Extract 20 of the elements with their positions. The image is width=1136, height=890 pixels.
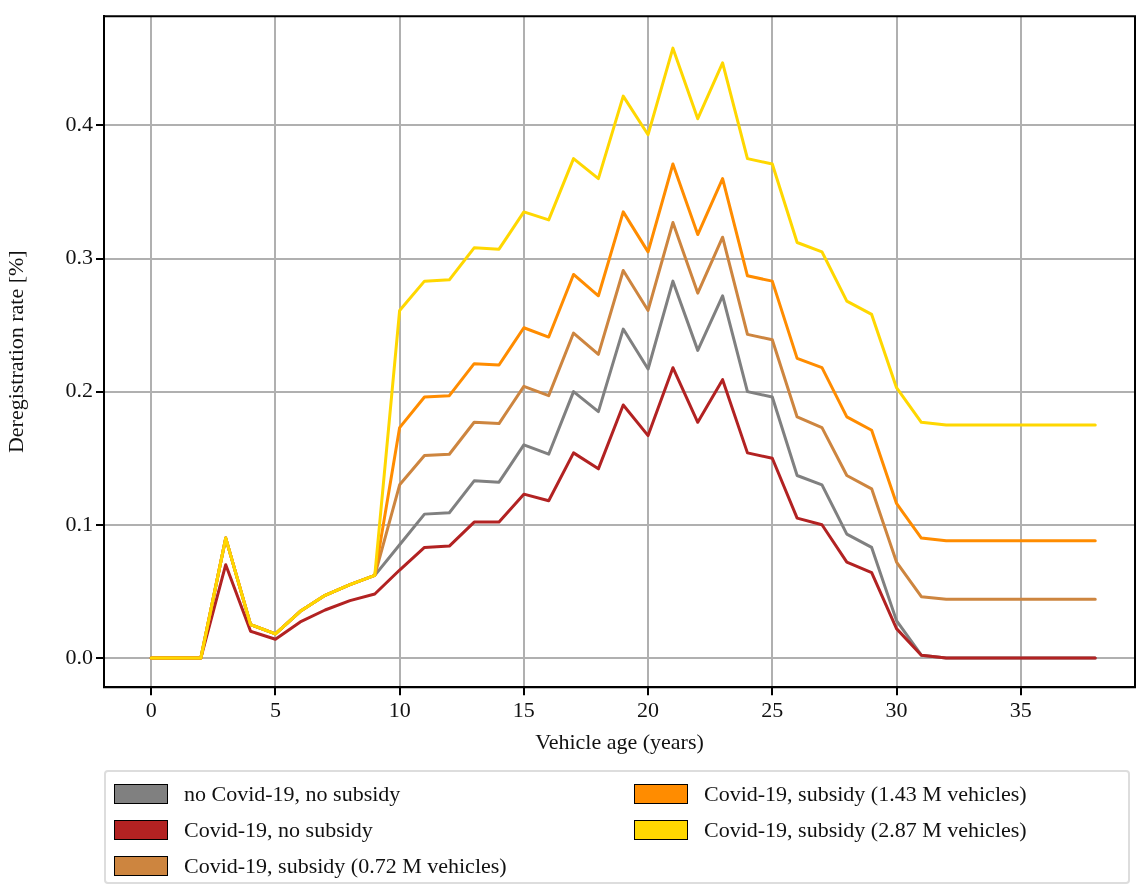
x-tick-label: 30 — [885, 697, 908, 723]
x-tick-label: 0 — [145, 697, 157, 723]
x-tick-label: 20 — [637, 697, 660, 723]
y-tick-label: 0.1 — [65, 510, 93, 536]
x-tick-label: 35 — [1009, 697, 1032, 723]
y-tick-label: 0.3 — [65, 244, 93, 270]
y-tick-label: 0.4 — [65, 111, 93, 137]
legend-label: Covid-19, no subsidy — [184, 817, 373, 843]
y-tick-label: 0.2 — [65, 377, 93, 403]
y-tick-label: 0.0 — [65, 643, 93, 669]
x-tick-label: 15 — [512, 697, 535, 723]
x-tick-label: 25 — [761, 697, 784, 723]
x-tick-label: 10 — [388, 697, 411, 723]
legend-label: Covid-19, subsidy (2.87 M vehicles) — [704, 817, 1027, 843]
x-tick-label: 5 — [269, 697, 281, 723]
legend-label: Covid-19, subsidy (0.72 M vehicles) — [184, 853, 507, 879]
x-axis-title: Vehicle age (years) — [535, 728, 704, 754]
legend-label: no Covid-19, no subsidy — [184, 781, 401, 807]
y-axis-title: Deregistration rate [%] — [2, 250, 28, 454]
legend-label: Covid-19, subsidy (1.43 M vehicles) — [704, 781, 1027, 807]
